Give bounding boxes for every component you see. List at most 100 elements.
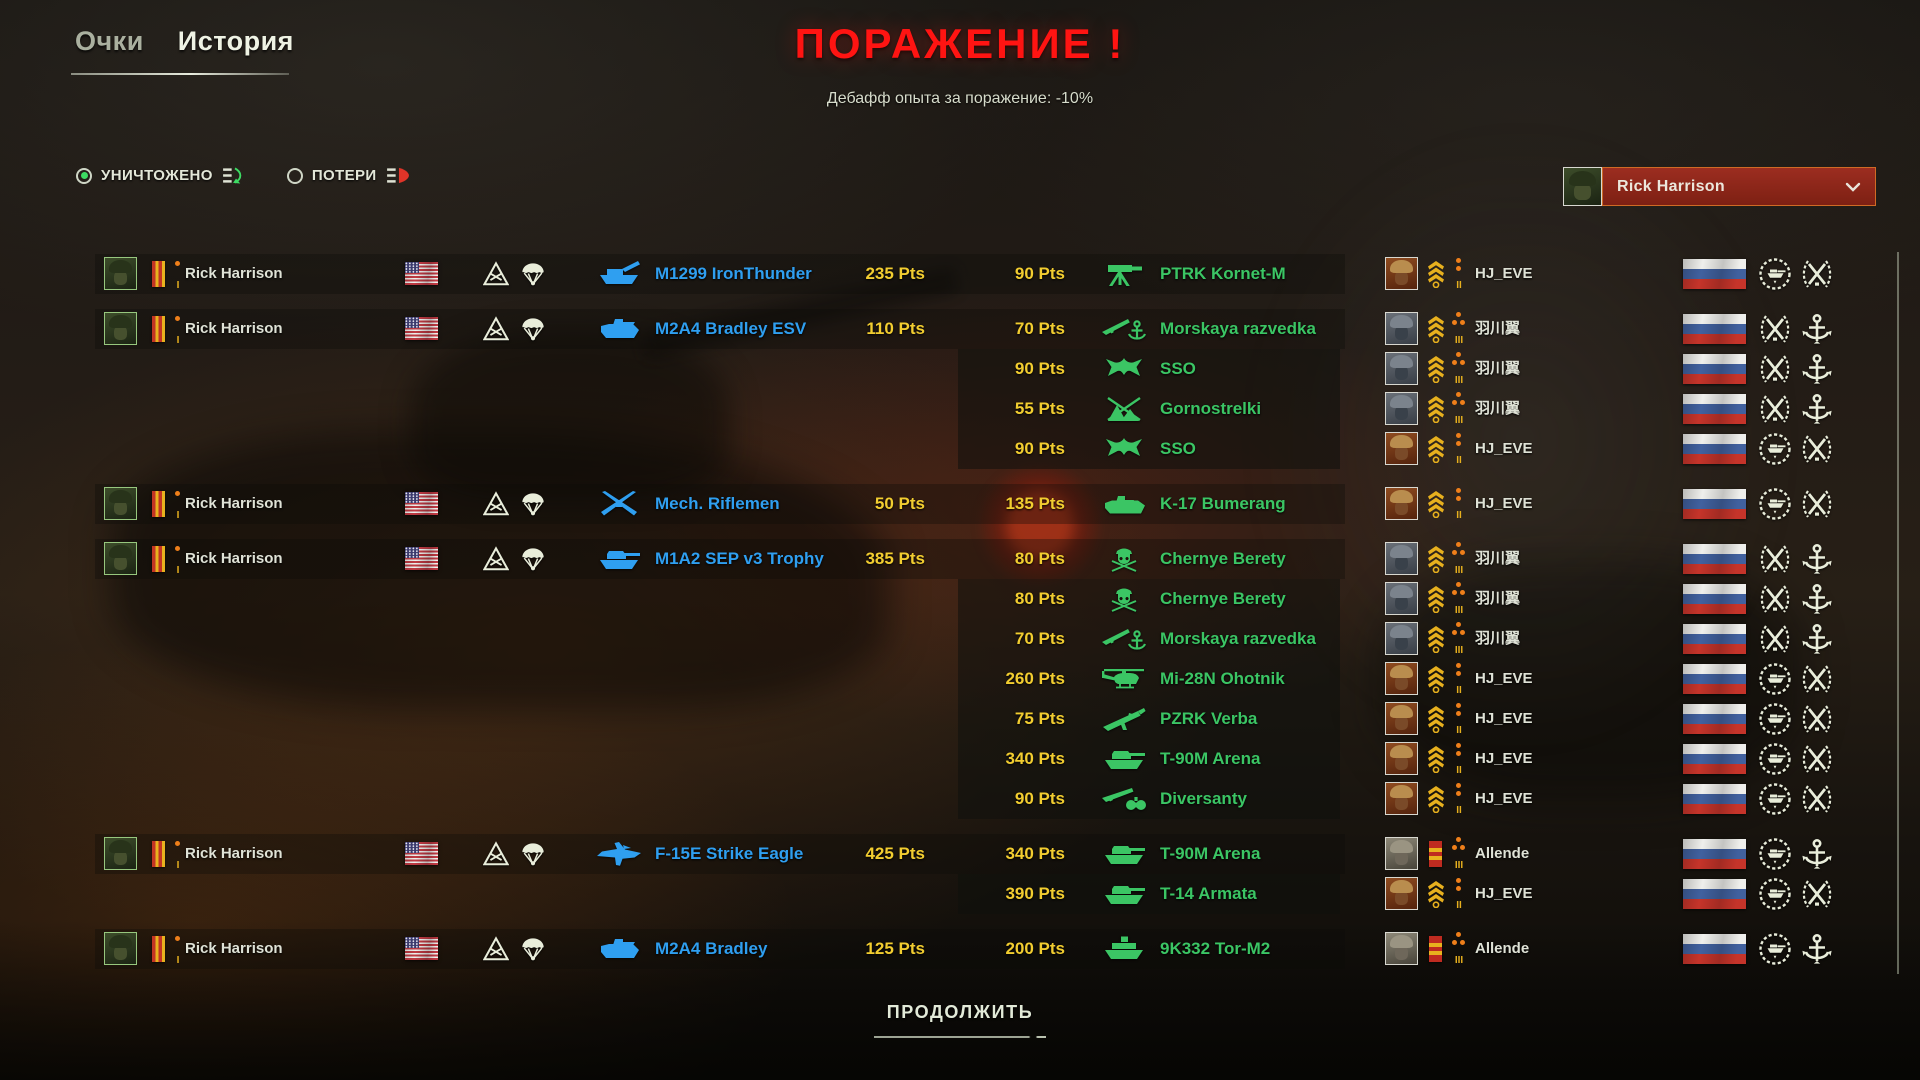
rifles-wreath-icon	[1799, 876, 1835, 912]
enemy-points: 90 Pts	[1014, 264, 1065, 283]
us-flag-icon	[405, 317, 438, 340]
enemy-points: 70 Pts	[1014, 629, 1065, 648]
player-cell: I Rick Harrison M1299 IronThunder 235 Pt…	[95, 254, 1860, 294]
enemy-name[interactable]: HJ_EVE	[1475, 885, 1533, 902]
enemy-unit-name: T-90M Arena	[1160, 844, 1261, 863]
player-name[interactable]: Rick Harrison	[185, 495, 283, 512]
enemy-unit-name: T-14 Armata	[1160, 884, 1257, 903]
rifles-wreath-icon	[1757, 621, 1793, 657]
player-name[interactable]: Rick Harrison	[185, 940, 283, 957]
player-avatar	[1563, 167, 1602, 206]
ru-flag-icon	[1683, 489, 1746, 519]
ru-flag-icon	[1683, 664, 1746, 694]
vehicle-name: M1A2 SEP v3 Trophy	[655, 549, 824, 568]
enemy-name[interactable]: 羽川翼	[1475, 400, 1521, 417]
enemy-cell: II HJ_EVE	[95, 484, 1860, 524]
enemy-points: 80 Pts	[1014, 549, 1065, 568]
filter-losses[interactable]: ПОТЕРИ	[286, 166, 411, 185]
tank-wreath-icon	[1757, 486, 1793, 522]
enemy-cell: III 羽川翼	[95, 619, 1860, 659]
ru-flag-icon	[1683, 934, 1746, 964]
enemy-unit-name: PTRK Kornet-M	[1160, 264, 1286, 283]
enemy-name[interactable]: HJ_EVE	[1475, 750, 1533, 767]
enemy-rank-chevrons	[1427, 625, 1445, 653]
enemy-name[interactable]: HJ_EVE	[1475, 440, 1533, 457]
enemy-avatar	[1385, 487, 1418, 520]
player-select-dropdown[interactable]: Rick Harrison	[1563, 167, 1876, 206]
enemy-cell: III 羽川翼	[95, 539, 1860, 579]
enemy-rank-dots: II	[1451, 486, 1467, 522]
rifles-wreath-icon	[1799, 431, 1835, 467]
enemy-rank-dots: III	[1451, 541, 1467, 577]
table-row: I Rick Harrison M1A2 SEP v3 Trophy 385 P…	[95, 539, 1860, 579]
enemy-points: 80 Pts	[1014, 589, 1065, 608]
enemy-rank-dots: III	[1451, 581, 1467, 617]
enemy-name[interactable]: 羽川翼	[1475, 630, 1521, 647]
enemy-avatar	[1385, 877, 1418, 910]
enemy-cell: II HJ_EVE	[95, 659, 1860, 699]
enemy-name[interactable]: 羽川翼	[1475, 360, 1521, 377]
enemy-name[interactable]: 羽川翼	[1475, 550, 1521, 567]
enemy-name[interactable]: HJ_EVE	[1475, 265, 1533, 282]
ru-flag-icon	[1683, 354, 1746, 384]
enemy-points: 390 Pts	[1005, 884, 1065, 903]
us-flag-icon	[405, 492, 438, 515]
player-avatar	[104, 312, 137, 345]
enemy-name[interactable]: HJ_EVE	[1475, 790, 1533, 807]
enemy-cell: III 羽川翼	[95, 309, 1860, 349]
radio-selected-icon	[76, 167, 92, 184]
enemy-rank-chevrons	[1427, 705, 1445, 733]
player-name[interactable]: Rick Harrison	[185, 550, 283, 567]
enemy-rank-chevrons	[1427, 260, 1445, 288]
rifles-wreath-icon	[1757, 581, 1793, 617]
enemy-cell: III 羽川翼	[95, 349, 1860, 389]
tab-history[interactable]: История	[177, 26, 294, 56]
ru-flag-icon	[1683, 544, 1746, 574]
table-row: 390 Pts T-14 Armata II HJ_EVE	[95, 874, 1860, 914]
player-cell: I Rick Harrison Mech. Riflemen 50 Pts	[95, 484, 1860, 524]
enemy-name[interactable]: HJ_EVE	[1475, 670, 1533, 687]
rifles-wreath-icon	[1799, 661, 1835, 697]
us-flag-icon	[405, 937, 438, 960]
tank-wreath-icon	[1757, 876, 1793, 912]
player-rank-ribbon	[152, 546, 165, 572]
enemy-rank-chevrons	[1427, 355, 1445, 383]
player-name[interactable]: Rick Harrison	[185, 845, 283, 862]
enemy-rank-dots: III	[1451, 351, 1467, 387]
tab-points[interactable]: Очки	[75, 26, 144, 56]
filter-destroyed[interactable]: УНИЧТОЖЕНО	[76, 166, 247, 185]
player-name[interactable]: Rick Harrison	[185, 320, 283, 337]
player-avatar	[104, 932, 137, 965]
ru-flag-icon	[1683, 584, 1746, 614]
enemy-points: 340 Pts	[1005, 749, 1065, 768]
vehicle-name: F-15E Strike Eagle	[655, 844, 804, 863]
player-rank-ribbon	[152, 316, 165, 342]
player-rank-ribbon	[152, 491, 165, 517]
player-name[interactable]: Rick Harrison	[185, 265, 283, 282]
table-row: 75 Pts PZRK Verba II HJ_EVE	[95, 699, 1860, 739]
player-points: 235 Pts	[865, 264, 925, 283]
ru-flag-icon	[1683, 624, 1746, 654]
enemy-name[interactable]: 羽川翼	[1475, 590, 1521, 607]
ru-flag-icon	[1683, 744, 1746, 774]
table-row: I Rick Harrison M1299 IronThunder 235 Pt…	[95, 254, 1860, 294]
enemy-rank-chevrons	[1427, 395, 1445, 423]
defeat-title: ПОРАЖЕНИЕ !	[794, 20, 1126, 67]
enemy-name[interactable]: HJ_EVE	[1475, 710, 1533, 727]
enemy-name[interactable]: 羽川翼	[1475, 320, 1521, 337]
rifles-wreath-icon	[1799, 741, 1835, 777]
enemy-name[interactable]: HJ_EVE	[1475, 495, 1533, 512]
player-rank-ribbon	[152, 261, 165, 287]
enemy-avatar	[1385, 662, 1418, 695]
continue-button[interactable]: ПРОДОЛЖИТЬ	[0, 1002, 1920, 1023]
enemy-name[interactable]: Allende	[1475, 940, 1530, 957]
enemy-unit-name: Morskaya razvedka	[1160, 629, 1316, 648]
tank-wreath-icon	[1757, 836, 1793, 872]
row-background	[958, 579, 1340, 619]
continue-underline	[874, 1036, 1046, 1038]
enemy-cell: III 羽川翼	[95, 579, 1860, 619]
enemy-name[interactable]: Allende	[1475, 845, 1530, 862]
rifles-wreath-icon	[1757, 351, 1793, 387]
table-scrollbar[interactable]	[1897, 252, 1899, 974]
row-background	[958, 619, 1340, 659]
